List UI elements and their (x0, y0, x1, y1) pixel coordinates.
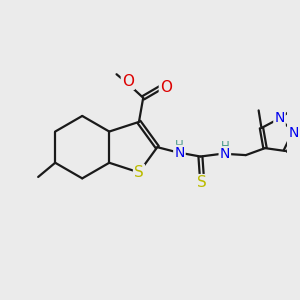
Text: N: N (274, 111, 285, 125)
Text: N: N (220, 147, 230, 161)
Text: N: N (174, 146, 184, 160)
Text: O: O (160, 80, 172, 94)
Text: O: O (122, 74, 134, 89)
Text: N: N (289, 126, 299, 140)
Text: S: S (134, 165, 144, 180)
Text: H: H (220, 140, 229, 153)
Text: S: S (197, 175, 207, 190)
Text: H: H (175, 139, 184, 152)
